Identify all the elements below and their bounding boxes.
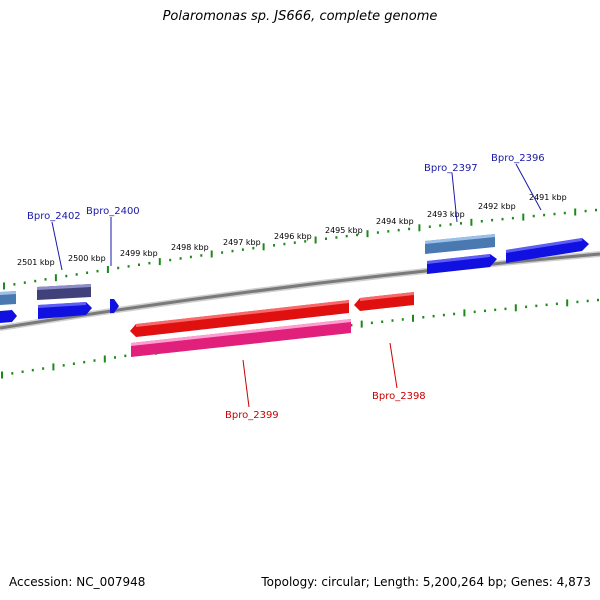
gene-labels: Bpro_2402 Bpro_2400 Bpro_2397 Bpro_2396 … [27, 153, 545, 421]
gene-label-bpro-2397[interactable]: Bpro_2397 [424, 163, 478, 174]
leader-line-bpro-2398 [389, 342, 398, 389]
cds-arrow-bpro-2400[interactable] [110, 299, 119, 313]
ruler-label-2494: 2494 kbp [376, 217, 414, 226]
cds-arrow-bpro-2399[interactable] [130, 300, 349, 337]
ruler-label-2497: 2497 kbp [223, 238, 261, 247]
cds-highlight [136, 300, 349, 327]
gene-label-bpro-2399[interactable]: Bpro_2399 [225, 410, 279, 421]
ruler-label-2492: 2492 kbp [478, 202, 516, 211]
gene-feature-highlight [131, 319, 351, 346]
cds-highlight [38, 302, 86, 308]
ruler-label-2498: 2498 kbp [171, 243, 209, 252]
cds-arrow-bpro-2397[interactable] [427, 254, 497, 274]
cds-highlight [427, 254, 490, 264]
ruler-labels: 2501 kbp 2500 kbp 2499 kbp 2498 kbp 2497… [17, 193, 567, 267]
accession-label: Accession: NC_007948 [9, 575, 146, 589]
gene-label-bpro-2396[interactable]: Bpro_2396 [491, 153, 545, 164]
gene-label-bpro-2400[interactable]: Bpro_2400 [86, 206, 140, 217]
gene-feature-highlight [425, 234, 495, 244]
cds-arrow-left-cut[interactable] [0, 310, 17, 323]
ruler-label-2493: 2493 kbp [427, 210, 465, 219]
gene-label-bpro-2398[interactable]: Bpro_2398 [372, 391, 426, 402]
gene-feature-highlight [0, 291, 16, 295]
gene-label-bpro-2402[interactable]: Bpro_2402 [27, 211, 81, 222]
ruler-label-2495: 2495 kbp [325, 226, 363, 235]
ruler-label-2496: 2496 kbp [274, 232, 312, 241]
ruler-label-2501: 2501 kbp [17, 258, 55, 267]
ruler-label-2491: 2491 kbp [529, 193, 567, 202]
ruler-label-2499: 2499 kbp [120, 249, 158, 258]
cds-arrow-bpro-2398[interactable] [354, 292, 414, 311]
cds-arrow-bpro-2396[interactable] [506, 238, 589, 263]
label-leaders [51, 163, 542, 408]
gene-feature-bpro-2399[interactable] [131, 319, 351, 357]
leader-line-bpro-2402 [51, 221, 63, 271]
cds-highlight [506, 238, 582, 253]
gene-feature-bpro-2397[interactable] [425, 234, 495, 254]
forward-features [0, 234, 589, 323]
gene-feature-highlight [37, 284, 91, 290]
leader-line-bpro-2399 [242, 359, 250, 408]
leader-line-bpro-2397 [451, 172, 458, 223]
reverse-features [130, 292, 414, 357]
genome-stats-label: Topology: circular; Length: 5,200,264 bp… [261, 575, 591, 589]
forward-tick-ruler [3, 208, 597, 290]
map-title: Polaromonas sp. JS666, complete genome [162, 9, 438, 24]
leader-line-bpro-2396 [515, 163, 542, 211]
cds-highlight [360, 292, 414, 301]
ruler-label-2500: 2500 kbp [68, 254, 106, 263]
